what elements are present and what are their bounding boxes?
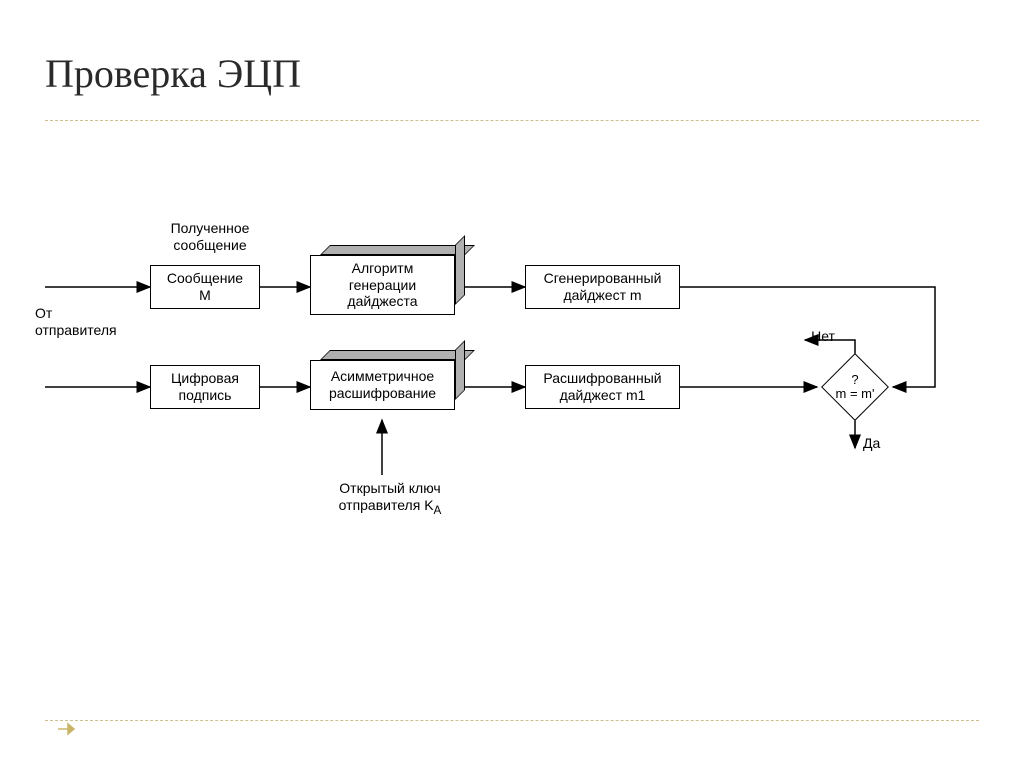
label-from-sender: Ототправителя: [35, 305, 145, 339]
node-gen-digest-label: Сгенерированныйдайджест m: [544, 270, 662, 304]
node-digest-algo-label: Алгоритмгенерациидайджеста: [347, 260, 417, 310]
node-decision-label: ?m = m': [825, 373, 885, 402]
node-message: СообщениеМ: [150, 265, 260, 309]
node-asym-decrypt: Асимметричноерасшифрование: [310, 360, 465, 420]
node-dec-digest: Расшифрованныйдайджест m1: [525, 365, 680, 409]
label-yes: Да: [863, 435, 893, 452]
flowchart: СообщениеМ Сгенерированныйдайджест m Циф…: [45, 200, 985, 540]
node-signature: Цифроваяподпись: [150, 365, 260, 409]
node-gen-digest: Сгенерированныйдайджест m: [525, 265, 680, 309]
nav-next-icon[interactable]: [58, 721, 76, 737]
node-dec-digest-label: Расшифрованныйдайджест m1: [543, 370, 661, 404]
label-public-key: Открытый ключотправителя KA: [300, 480, 480, 518]
footer-divider: [45, 720, 979, 721]
node-signature-label: Цифроваяподпись: [171, 370, 239, 404]
slide-title: Проверка ЭЦП: [45, 50, 301, 97]
title-divider: [45, 120, 979, 121]
node-digest-algo: Алгоритмгенерациидайджеста: [310, 255, 465, 325]
label-received-msg: Полученноесообщение: [155, 220, 265, 254]
node-message-label: СообщениеМ: [167, 270, 243, 304]
label-no: Нет: [803, 328, 843, 345]
node-asym-decrypt-label: Асимметричноерасшифрование: [329, 368, 436, 402]
